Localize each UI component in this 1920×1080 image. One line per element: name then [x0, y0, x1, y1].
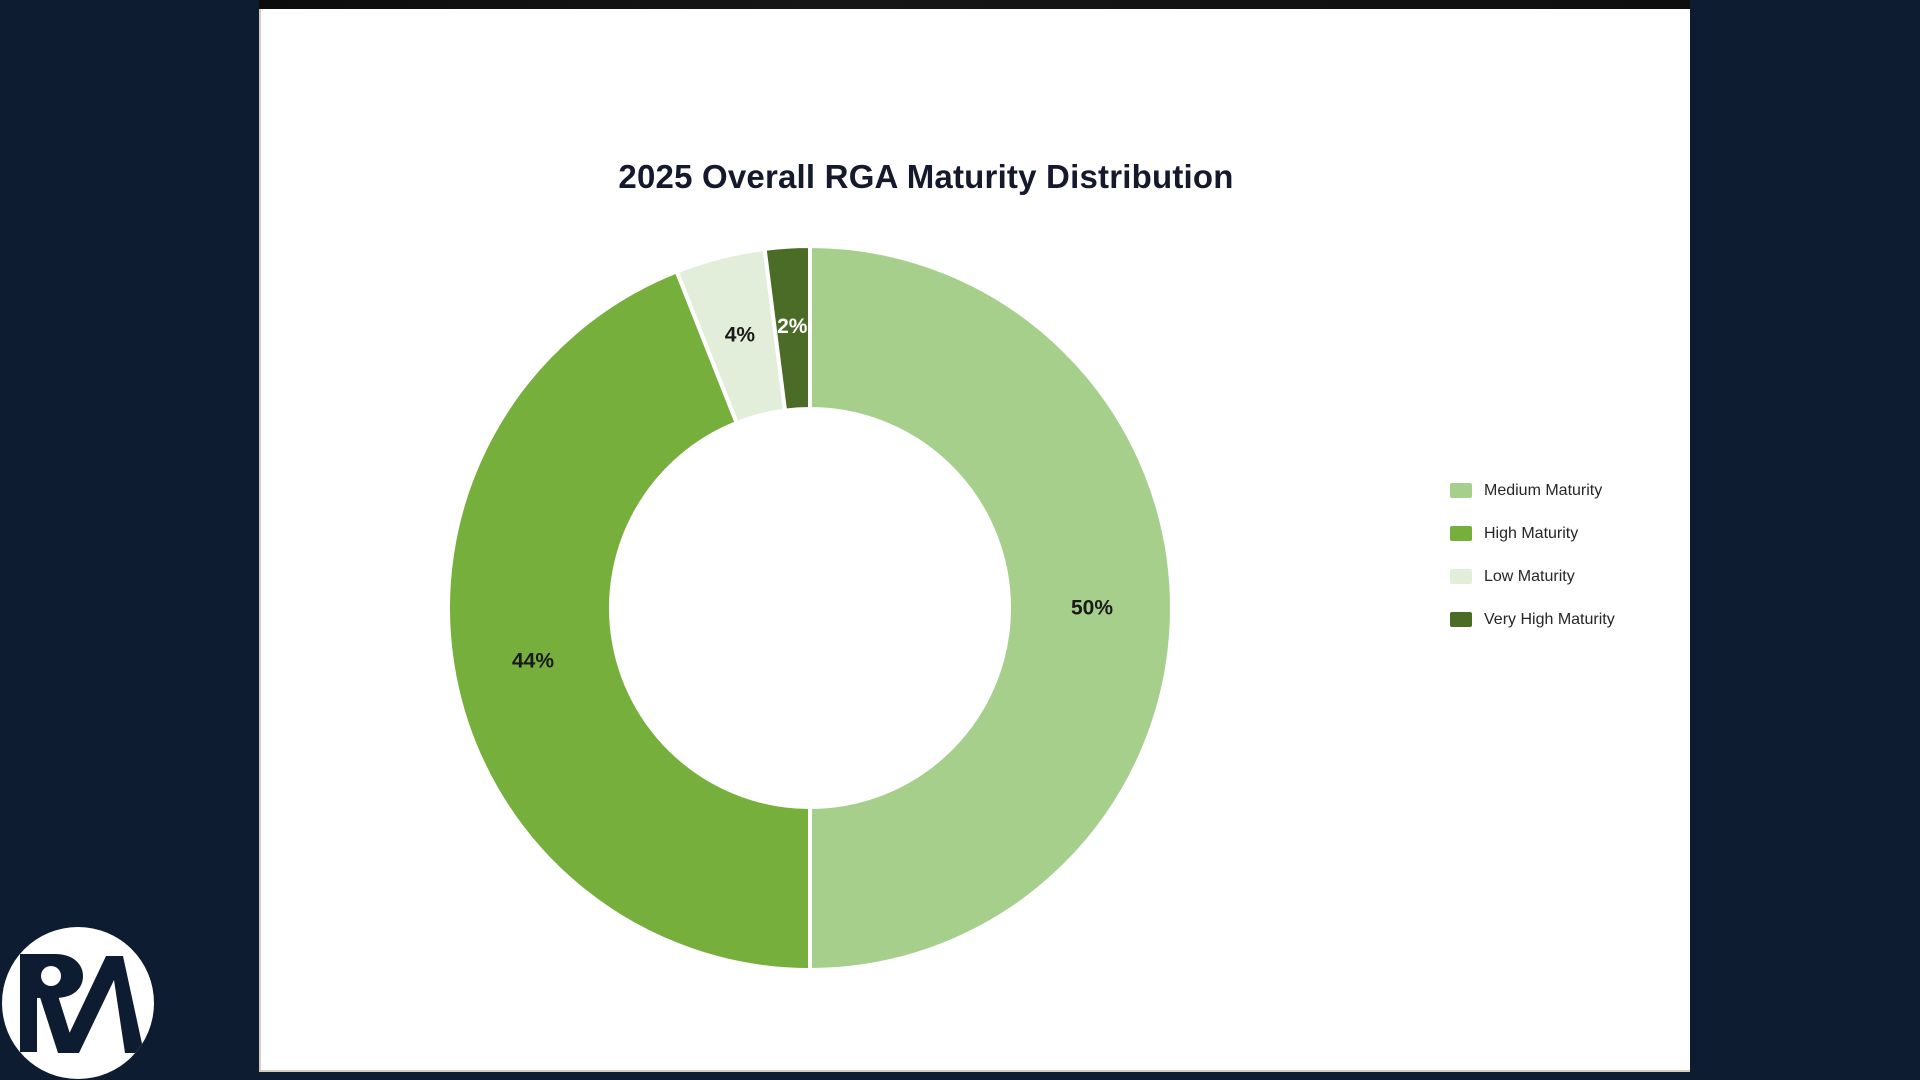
legend-label-very-high-maturity: Very High Maturity	[1484, 610, 1615, 628]
legend-label-high-maturity: High Maturity	[1484, 524, 1579, 542]
legend-item-high-maturity[interactable]: High Maturity	[1450, 524, 1615, 542]
slice-label-medium-maturity: 50%	[1071, 597, 1113, 620]
donut-chart: 50% 44% 4% 2%	[446, 243, 1174, 972]
donut-segment-high-maturity[interactable]	[446, 269, 812, 972]
legend-label-low-maturity: Low Maturity	[1484, 567, 1575, 585]
chart-title: 2025 Overall RGA Maturity Distribution	[618, 158, 1234, 195]
chart-legend: Medium Maturity High Maturity Low Maturity…	[1450, 481, 1615, 655]
legend-item-very-high-maturity[interactable]: Very High Maturity	[1450, 610, 1615, 628]
slice-label-high-maturity: 44%	[512, 649, 554, 672]
legend-item-medium-maturity[interactable]: Medium Maturity	[1450, 481, 1615, 499]
legend-item-low-maturity[interactable]: Low Maturity	[1450, 567, 1615, 585]
chart-panel: 2025 Overall RGA Maturity Distribution 5…	[259, 0, 1690, 1072]
top-strip	[259, 0, 1690, 9]
slice-label-very-high-maturity: 2%	[777, 315, 808, 338]
ra-logo	[2, 927, 154, 1079]
donut-segment-medium-maturity[interactable]	[808, 244, 1174, 972]
ra-logo-mark	[2, 927, 154, 1079]
legend-swatch-low-maturity	[1450, 569, 1472, 584]
legend-swatch-high-maturity	[1450, 526, 1472, 541]
slice-label-low-maturity: 4%	[725, 323, 756, 346]
legend-swatch-very-high-maturity	[1450, 612, 1472, 627]
legend-swatch-medium-maturity	[1450, 483, 1472, 498]
donut-segment-very-high-maturity[interactable]	[762, 243, 812, 413]
logo-letters	[20, 954, 144, 1053]
legend-label-medium-maturity: Medium Maturity	[1484, 481, 1603, 499]
